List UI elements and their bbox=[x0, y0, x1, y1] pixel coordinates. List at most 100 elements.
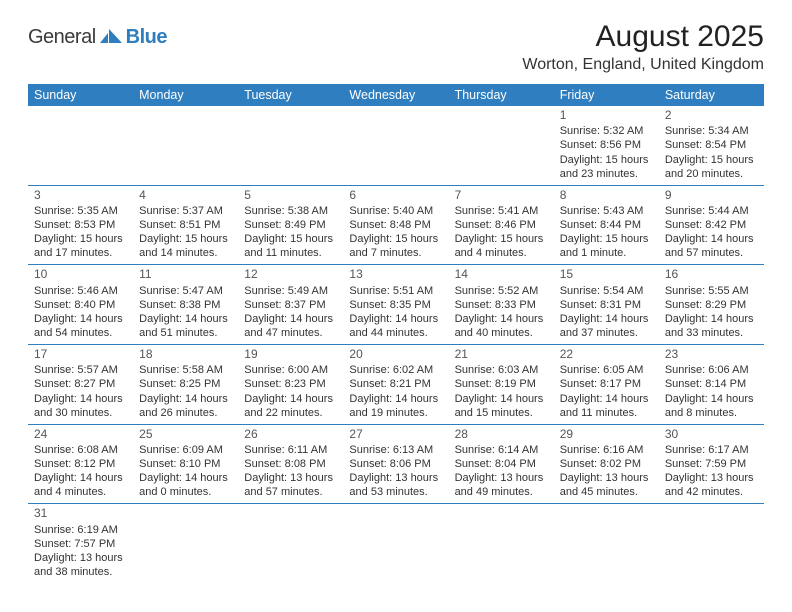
sunset-text: Sunset: 8:25 PM bbox=[139, 377, 232, 391]
sunset-text: Sunset: 8:35 PM bbox=[349, 298, 442, 312]
sunrise-text: Sunrise: 5:41 AM bbox=[455, 204, 548, 218]
day-number: 3 bbox=[34, 188, 127, 203]
sunrise-text: Sunrise: 5:43 AM bbox=[560, 204, 653, 218]
sunset-text: Sunset: 8:04 PM bbox=[455, 457, 548, 471]
calendar-day-cell: 12Sunrise: 5:49 AMSunset: 8:37 PMDayligh… bbox=[238, 265, 343, 345]
daylight-text: Daylight: 15 hours and 14 minutes. bbox=[139, 232, 232, 260]
calendar-day-cell: 24Sunrise: 6:08 AMSunset: 8:12 PMDayligh… bbox=[28, 424, 133, 504]
sunrise-text: Sunrise: 5:38 AM bbox=[244, 204, 337, 218]
calendar-day-cell bbox=[343, 106, 448, 185]
daylight-text: Daylight: 14 hours and 15 minutes. bbox=[455, 392, 548, 420]
sunset-text: Sunset: 8:51 PM bbox=[139, 218, 232, 232]
sunrise-text: Sunrise: 5:55 AM bbox=[665, 284, 758, 298]
calendar-week-row: 1Sunrise: 5:32 AMSunset: 8:56 PMDaylight… bbox=[28, 106, 764, 185]
calendar-day-cell: 13Sunrise: 5:51 AMSunset: 8:35 PMDayligh… bbox=[343, 265, 448, 345]
day-number: 20 bbox=[349, 347, 442, 362]
sunrise-text: Sunrise: 6:05 AM bbox=[560, 363, 653, 377]
daylight-text: Daylight: 14 hours and 44 minutes. bbox=[349, 312, 442, 340]
sunset-text: Sunset: 8:44 PM bbox=[560, 218, 653, 232]
calendar-day-cell: 5Sunrise: 5:38 AMSunset: 8:49 PMDaylight… bbox=[238, 185, 343, 265]
daylight-text: Daylight: 14 hours and 19 minutes. bbox=[349, 392, 442, 420]
day-number: 19 bbox=[244, 347, 337, 362]
daylight-text: Daylight: 15 hours and 11 minutes. bbox=[244, 232, 337, 260]
sunrise-text: Sunrise: 6:14 AM bbox=[455, 443, 548, 457]
day-number: 25 bbox=[139, 427, 232, 442]
daylight-text: Daylight: 13 hours and 38 minutes. bbox=[34, 551, 127, 579]
sunrise-text: Sunrise: 5:37 AM bbox=[139, 204, 232, 218]
calendar-day-cell: 10Sunrise: 5:46 AMSunset: 8:40 PMDayligh… bbox=[28, 265, 133, 345]
weekday-header: Sunday bbox=[28, 84, 133, 106]
sunrise-text: Sunrise: 5:34 AM bbox=[665, 124, 758, 138]
calendar-day-cell: 25Sunrise: 6:09 AMSunset: 8:10 PMDayligh… bbox=[133, 424, 238, 504]
calendar-table: Sunday Monday Tuesday Wednesday Thursday… bbox=[28, 84, 764, 583]
sunset-text: Sunset: 8:40 PM bbox=[34, 298, 127, 312]
daylight-text: Daylight: 14 hours and 51 minutes. bbox=[139, 312, 232, 340]
daylight-text: Daylight: 13 hours and 49 minutes. bbox=[455, 471, 548, 499]
day-number: 16 bbox=[665, 267, 758, 282]
calendar-day-cell: 23Sunrise: 6:06 AMSunset: 8:14 PMDayligh… bbox=[659, 345, 764, 425]
daylight-text: Daylight: 13 hours and 57 minutes. bbox=[244, 471, 337, 499]
sunrise-text: Sunrise: 6:17 AM bbox=[665, 443, 758, 457]
weekday-header-row: Sunday Monday Tuesday Wednesday Thursday… bbox=[28, 84, 764, 106]
calendar-day-cell: 26Sunrise: 6:11 AMSunset: 8:08 PMDayligh… bbox=[238, 424, 343, 504]
calendar-day-cell: 2Sunrise: 5:34 AMSunset: 8:54 PMDaylight… bbox=[659, 106, 764, 185]
sunset-text: Sunset: 8:33 PM bbox=[455, 298, 548, 312]
day-number: 9 bbox=[665, 188, 758, 203]
daylight-text: Daylight: 14 hours and 0 minutes. bbox=[139, 471, 232, 499]
sunrise-text: Sunrise: 5:40 AM bbox=[349, 204, 442, 218]
sunset-text: Sunset: 8:10 PM bbox=[139, 457, 232, 471]
calendar-day-cell: 18Sunrise: 5:58 AMSunset: 8:25 PMDayligh… bbox=[133, 345, 238, 425]
sunset-text: Sunset: 8:54 PM bbox=[665, 138, 758, 152]
sunrise-text: Sunrise: 5:54 AM bbox=[560, 284, 653, 298]
day-number: 27 bbox=[349, 427, 442, 442]
day-number: 17 bbox=[34, 347, 127, 362]
daylight-text: Daylight: 15 hours and 20 minutes. bbox=[665, 153, 758, 181]
calendar-day-cell bbox=[343, 504, 448, 583]
sunrise-text: Sunrise: 5:52 AM bbox=[455, 284, 548, 298]
daylight-text: Daylight: 14 hours and 33 minutes. bbox=[665, 312, 758, 340]
brand-mark-icon bbox=[100, 27, 122, 48]
sunrise-text: Sunrise: 6:02 AM bbox=[349, 363, 442, 377]
calendar-day-cell: 22Sunrise: 6:05 AMSunset: 8:17 PMDayligh… bbox=[554, 345, 659, 425]
calendar-week-row: 31Sunrise: 6:19 AMSunset: 7:57 PMDayligh… bbox=[28, 504, 764, 583]
sunset-text: Sunset: 8:19 PM bbox=[455, 377, 548, 391]
sunset-text: Sunset: 8:06 PM bbox=[349, 457, 442, 471]
calendar-day-cell: 4Sunrise: 5:37 AMSunset: 8:51 PMDaylight… bbox=[133, 185, 238, 265]
day-number: 7 bbox=[455, 188, 548, 203]
day-number: 4 bbox=[139, 188, 232, 203]
daylight-text: Daylight: 14 hours and 40 minutes. bbox=[455, 312, 548, 340]
calendar-week-row: 24Sunrise: 6:08 AMSunset: 8:12 PMDayligh… bbox=[28, 424, 764, 504]
sunrise-text: Sunrise: 6:13 AM bbox=[349, 443, 442, 457]
weekday-header: Friday bbox=[554, 84, 659, 106]
calendar-day-cell: 31Sunrise: 6:19 AMSunset: 7:57 PMDayligh… bbox=[28, 504, 133, 583]
daylight-text: Daylight: 13 hours and 45 minutes. bbox=[560, 471, 653, 499]
weekday-header: Saturday bbox=[659, 84, 764, 106]
calendar-day-cell: 20Sunrise: 6:02 AMSunset: 8:21 PMDayligh… bbox=[343, 345, 448, 425]
daylight-text: Daylight: 15 hours and 1 minute. bbox=[560, 232, 653, 260]
sunset-text: Sunset: 8:46 PM bbox=[455, 218, 548, 232]
sunrise-text: Sunrise: 6:06 AM bbox=[665, 363, 758, 377]
calendar-day-cell: 14Sunrise: 5:52 AMSunset: 8:33 PMDayligh… bbox=[449, 265, 554, 345]
daylight-text: Daylight: 14 hours and 57 minutes. bbox=[665, 232, 758, 260]
sunset-text: Sunset: 8:02 PM bbox=[560, 457, 653, 471]
day-number: 23 bbox=[665, 347, 758, 362]
day-number: 2 bbox=[665, 108, 758, 123]
calendar-day-cell bbox=[659, 504, 764, 583]
calendar-day-cell: 17Sunrise: 5:57 AMSunset: 8:27 PMDayligh… bbox=[28, 345, 133, 425]
calendar-day-cell bbox=[449, 106, 554, 185]
sunrise-text: Sunrise: 6:09 AM bbox=[139, 443, 232, 457]
sunrise-text: Sunrise: 5:58 AM bbox=[139, 363, 232, 377]
daylight-text: Daylight: 14 hours and 8 minutes. bbox=[665, 392, 758, 420]
day-number: 18 bbox=[139, 347, 232, 362]
day-number: 10 bbox=[34, 267, 127, 282]
page-title: August 2025 bbox=[522, 20, 764, 54]
calendar-day-cell: 7Sunrise: 5:41 AMSunset: 8:46 PMDaylight… bbox=[449, 185, 554, 265]
sunrise-text: Sunrise: 5:46 AM bbox=[34, 284, 127, 298]
sunset-text: Sunset: 7:59 PM bbox=[665, 457, 758, 471]
sunrise-text: Sunrise: 6:16 AM bbox=[560, 443, 653, 457]
calendar-day-cell: 11Sunrise: 5:47 AMSunset: 8:38 PMDayligh… bbox=[133, 265, 238, 345]
calendar-day-cell: 6Sunrise: 5:40 AMSunset: 8:48 PMDaylight… bbox=[343, 185, 448, 265]
day-number: 22 bbox=[560, 347, 653, 362]
calendar-day-cell: 29Sunrise: 6:16 AMSunset: 8:02 PMDayligh… bbox=[554, 424, 659, 504]
daylight-text: Daylight: 14 hours and 26 minutes. bbox=[139, 392, 232, 420]
